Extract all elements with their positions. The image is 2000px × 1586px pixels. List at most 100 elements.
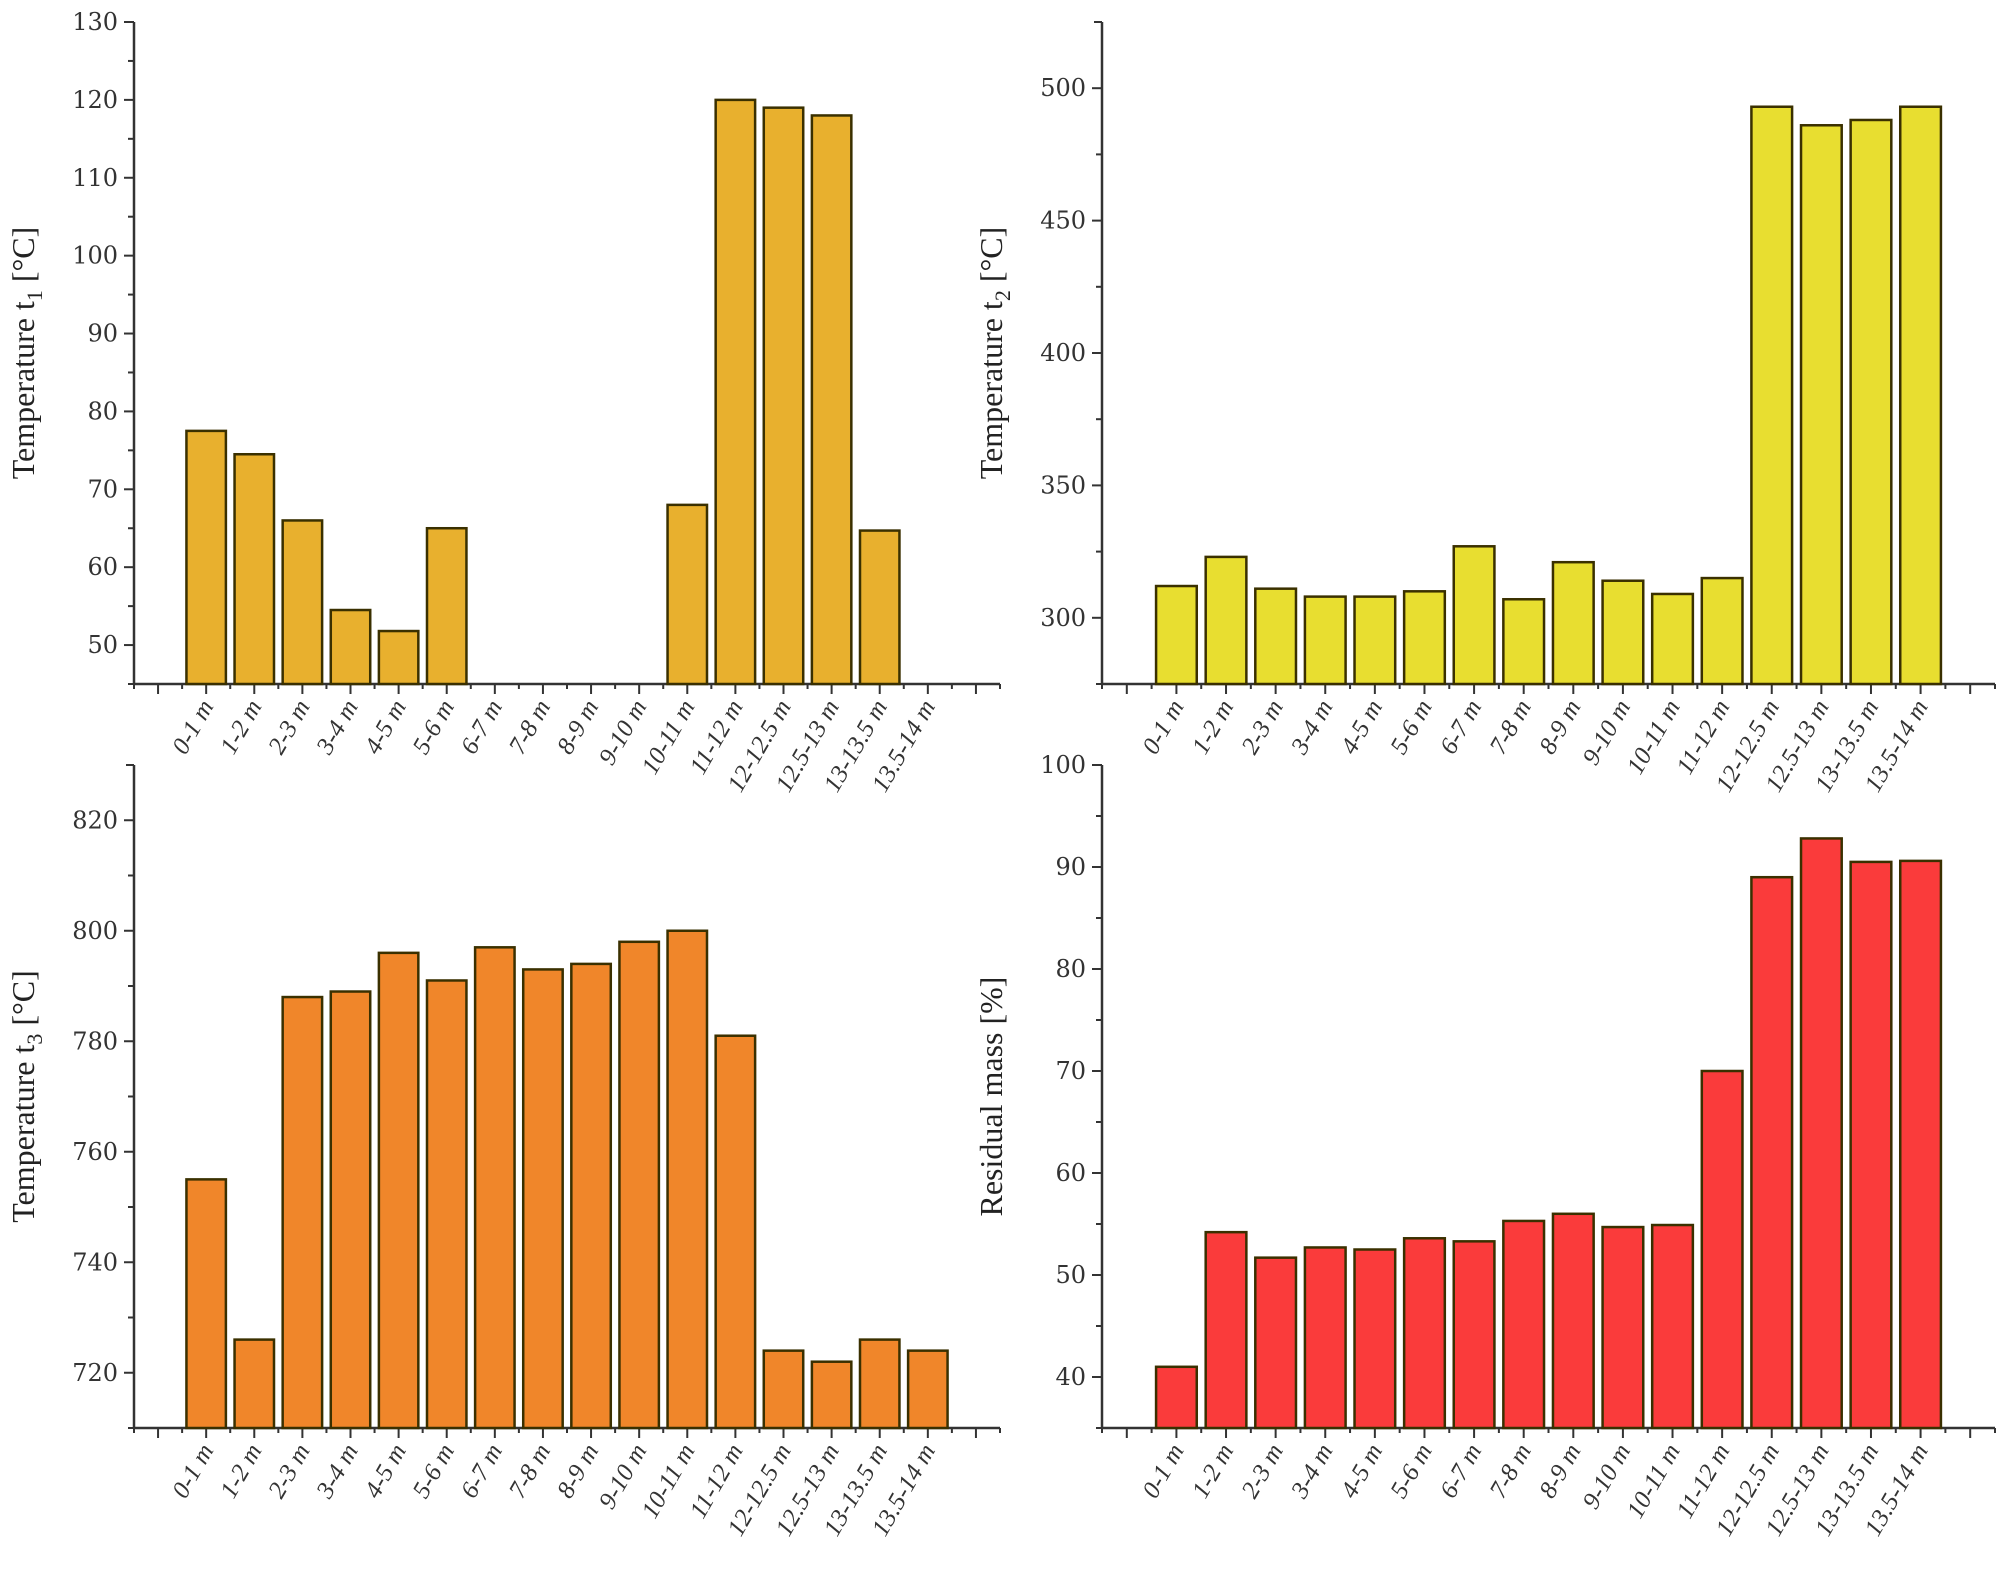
bar-t1-3 [329, 608, 372, 686]
x-tick-label: 6-7 m [456, 696, 508, 759]
y-tick-label: 350 [1040, 471, 1086, 499]
x-tick-label: 6-7 m [1435, 1440, 1487, 1503]
y-tick-label: 60 [87, 553, 118, 581]
bar-t2-15 [1898, 105, 1943, 686]
bar-t1-13 [810, 114, 853, 686]
x-tick-label: 1-2 m [1187, 1440, 1239, 1503]
bar-t3-15 [906, 1349, 949, 1430]
x-tick-label: 5-6 m [1385, 696, 1437, 759]
bar-t2-1 [1204, 555, 1248, 686]
x-tick-label: 0-1 m [167, 696, 219, 759]
x-tick-label: 5-6 m [1385, 1440, 1437, 1503]
y-tick-label: 50 [87, 631, 118, 659]
x-tick-label: 6-7 m [456, 1440, 508, 1503]
y-tick-label: 500 [1040, 74, 1086, 102]
bar-t3-3 [329, 990, 372, 1430]
bar-t3-14 [858, 1338, 901, 1430]
x-tick-label: 7-8 m [504, 696, 556, 759]
y-axis-title-subscript: 2 [990, 290, 1015, 301]
bar-t3-12 [762, 1349, 805, 1430]
y-tick-label: 100 [72, 242, 118, 270]
bar-rm-8 [1551, 1212, 1595, 1430]
y-tick-label: 720 [72, 1359, 118, 1387]
bar-t2-7 [1502, 598, 1546, 686]
bar-t1-2 [281, 519, 324, 686]
bar-rm-6 [1452, 1240, 1496, 1430]
y-tick-label: 400 [1040, 339, 1086, 367]
y-tick-label: 800 [72, 917, 118, 945]
bar-rm-3 [1303, 1246, 1347, 1430]
bar-t3-8 [570, 962, 613, 1430]
x-tick-label: 7-8 m [504, 1440, 556, 1503]
x-tick-label: 1-2 m [215, 1440, 267, 1503]
y-tick-label: 70 [87, 475, 118, 503]
x-tick-label: 1-2 m [1187, 696, 1239, 759]
y-tick-label: 90 [1055, 853, 1086, 881]
bar-t2-4 [1353, 595, 1397, 686]
bar-t2-3 [1303, 595, 1347, 686]
y-axis-title-unit: [°C] [5, 227, 41, 290]
y-tick-label: 450 [1040, 207, 1086, 235]
y-tick-label: 120 [72, 86, 118, 114]
bar-t3-11 [714, 1034, 757, 1430]
chart-panel-t3: 720 740 760 780 800 820 Temperature t3 [°C] 0-1… [5, 764, 1001, 1541]
bar-rm-10 [1650, 1223, 1695, 1430]
bar-rm-13 [1799, 837, 1843, 1430]
bar-t2-12 [1750, 105, 1794, 686]
y-tick-label: 60 [1055, 1159, 1086, 1187]
bar-t2-10 [1650, 592, 1695, 686]
bar-t2-11 [1700, 576, 1744, 686]
x-tick-label: 7-8 m [1485, 696, 1537, 759]
y-tick-label: 110 [72, 164, 118, 192]
bar-t2-13 [1799, 124, 1843, 686]
x-tick-label: 8-9 m [552, 696, 604, 759]
bar-t1-4 [377, 629, 420, 686]
bar-t1-11 [714, 98, 757, 686]
x-tick-label: 1-2 m [215, 696, 267, 759]
x-tick-label: 8-9 m [1534, 1440, 1586, 1503]
y-axis-title-main: Temperature t [5, 1045, 41, 1223]
x-tick-label: 5-6 m [408, 1440, 460, 1503]
x-tick-label: 3-4 m [1286, 696, 1339, 760]
y-tick-label: 70 [1055, 1057, 1086, 1085]
x-tick-label: 4-5 m [1336, 1440, 1388, 1503]
x-tick-label: 5-6 m [408, 696, 460, 759]
bar-t2-9 [1601, 579, 1645, 686]
bar-t3-10 [666, 929, 709, 1430]
bar-rm-15 [1898, 859, 1943, 1430]
bar-rm-11 [1700, 1069, 1744, 1430]
bar-t3-2 [281, 995, 324, 1430]
bar-t1-12 [762, 106, 805, 686]
bar-t3-0 [185, 1178, 228, 1430]
y-axis-title: Temperature t2 [°C] [973, 227, 1015, 480]
x-tick-label: 2-3 m [1237, 696, 1289, 759]
y-axis-title: Temperature t1 [°C] [5, 227, 47, 480]
x-tick-label: 7-8 m [1485, 1440, 1537, 1503]
bar-rm-0 [1154, 1365, 1199, 1430]
x-tick-label: 8-9 m [552, 1440, 604, 1503]
bar-rm-14 [1849, 860, 1893, 1430]
chart-panel-t1: 50 60 70 80 90 100 110 120 130 Temperature t1 [°C… [5, 8, 1001, 797]
x-tick-label: 3-4 m [1286, 1440, 1339, 1504]
bar-t2-5 [1402, 590, 1447, 686]
y-tick-label: 300 [1040, 604, 1086, 632]
bar-t3-13 [810, 1360, 853, 1430]
y-tick-label: 40 [1055, 1363, 1086, 1391]
x-tick-label: 3-4 m [311, 1440, 364, 1504]
x-tick-label: 4-5 m [1336, 696, 1388, 759]
y-tick-label: 130 [72, 8, 118, 36]
y-tick-label: 90 [87, 320, 118, 348]
bar-t1-0 [185, 429, 228, 686]
x-tick-label: 4-5 m [360, 1440, 412, 1503]
bar-t3-5 [425, 979, 468, 1430]
bar-t3-6 [473, 946, 516, 1430]
y-axis-title: Residual mass [%] [973, 977, 1009, 1217]
bar-t2-0 [1154, 584, 1199, 686]
y-tick-label: 760 [72, 1138, 118, 1166]
y-axis-title: Temperature t3 [°C] [5, 970, 47, 1223]
y-tick-label: 780 [72, 1027, 118, 1055]
bar-rm-7 [1502, 1219, 1546, 1430]
bar-t2-6 [1452, 545, 1496, 686]
bar-rm-9 [1601, 1225, 1645, 1430]
